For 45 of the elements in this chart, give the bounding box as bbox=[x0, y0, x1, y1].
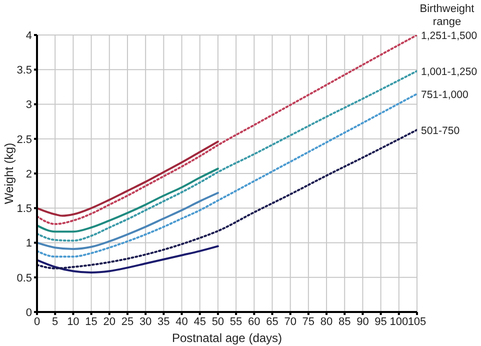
line-series bbox=[37, 245, 219, 274]
legend-title: Birthweight range bbox=[418, 3, 476, 29]
x-tick-label: 100 bbox=[390, 316, 408, 328]
y-tick-label: 1.5 bbox=[16, 203, 32, 216]
x-tick-label: 85 bbox=[338, 316, 351, 328]
x-axis-title: Postnatal age (days) bbox=[172, 331, 282, 345]
y-tick-label: 0.5 bbox=[16, 272, 32, 284]
y-tick-label: 0 bbox=[26, 306, 32, 319]
x-tick-label: 45 bbox=[194, 316, 206, 328]
x-tick-label: 50 bbox=[212, 316, 224, 328]
x-tick-label: 70 bbox=[284, 316, 296, 328]
series-label: 1,251-1,500 bbox=[421, 30, 478, 42]
series-label: 1,001-1,250 bbox=[421, 66, 478, 78]
line-series bbox=[37, 168, 219, 233]
x-tick-label: 55 bbox=[230, 316, 242, 328]
x-tick-label: 20 bbox=[103, 316, 116, 328]
x-tick-label: 30 bbox=[139, 316, 152, 328]
x-tick-label: 90 bbox=[356, 316, 369, 328]
x-tick-label: 0 bbox=[34, 316, 40, 328]
x-tick-label: 60 bbox=[248, 316, 260, 328]
line-series bbox=[37, 128, 417, 270]
x-tick-label: 35 bbox=[158, 316, 170, 328]
x-tick-label: 75 bbox=[302, 316, 315, 328]
y-tick-label: 1 bbox=[26, 238, 32, 250]
x-tick-label: 10 bbox=[67, 316, 80, 328]
x-tick-label: 105 bbox=[408, 316, 426, 328]
x-tick-label: 80 bbox=[320, 316, 333, 328]
x-tick-label: 40 bbox=[176, 316, 188, 328]
x-tick-label: 5 bbox=[52, 316, 58, 328]
y-tick-label: 3.5 bbox=[16, 64, 32, 77]
x-tick-label: 15 bbox=[85, 316, 98, 328]
y-tick-label: 4 bbox=[26, 30, 32, 42]
y-tick-label: 2.5 bbox=[16, 134, 32, 146]
y-axis-title: Weight (kg) bbox=[2, 142, 16, 204]
line-series bbox=[37, 140, 219, 217]
series-label: 501-750 bbox=[421, 124, 460, 137]
x-tick-label: 65 bbox=[266, 316, 278, 328]
y-tick-label: 3 bbox=[26, 99, 32, 112]
line-series bbox=[37, 70, 417, 242]
series-label: 751-1,000 bbox=[421, 88, 468, 101]
line-series bbox=[37, 192, 219, 250]
line-series bbox=[37, 92, 417, 258]
x-tick-label: 25 bbox=[121, 316, 134, 328]
x-tick-label: 95 bbox=[374, 316, 387, 328]
y-tick-label: 2 bbox=[26, 168, 32, 180]
